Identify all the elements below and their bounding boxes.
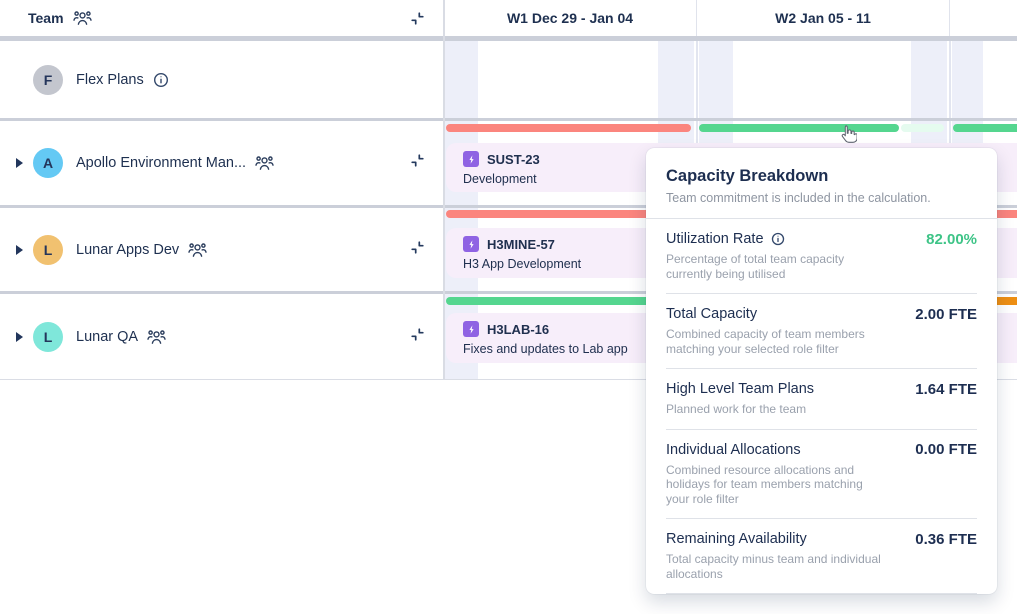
header-divider [0, 36, 1017, 41]
row-divider [0, 205, 1017, 208]
expand-chevron-icon[interactable] [16, 331, 23, 342]
epic-icon [463, 321, 479, 337]
epic-icon [463, 151, 479, 167]
people-group-icon [255, 155, 274, 171]
popup-row-label: High Level Team Plans [666, 381, 815, 397]
info-icon[interactable] [771, 232, 785, 246]
popup-title: Capacity Breakdown [666, 167, 829, 185]
timeline-header: W1 Dec 29 - Jan 04 W2 Jan 05 - 11 [443, 0, 1017, 36]
team-name: Lunar Apps Dev [76, 241, 180, 258]
popup-row-description: Total capacity minus team and individual… [666, 552, 881, 581]
row-divider [0, 291, 1017, 294]
team-row-lunar-apps-dev[interactable]: L Lunar Apps Dev [0, 208, 443, 291]
popup-row-label: Remaining Availability [666, 531, 807, 547]
collapse-row-icon[interactable] [409, 326, 426, 348]
issue-summary: Development [463, 172, 537, 186]
people-group-icon [72, 10, 92, 26]
popup-row-label: Total Capacity [666, 306, 758, 322]
team-row-lunar-qa[interactable]: L Lunar QA [0, 294, 443, 379]
popup-header: Capacity Breakdown Team commitment is in… [646, 148, 997, 219]
people-group-icon [188, 242, 207, 258]
popup-row-description: Percentage of total team capacity curren… [666, 252, 845, 281]
popup-row-individual-allocations: Individual Allocations 0.00 FTE Combined… [666, 430, 977, 519]
issue-summary: H3 App Development [463, 257, 582, 271]
capacity-bar-apollo-w3[interactable] [953, 124, 1017, 132]
expand-chevron-icon[interactable] [16, 158, 23, 168]
row-divider [0, 379, 1017, 380]
popup-row-value: 2.00 FTE [915, 305, 977, 323]
issue-summary: Fixes and updates to Lab app [463, 342, 628, 356]
avatar: A [33, 148, 63, 178]
week-header-w3[interactable] [949, 0, 1017, 36]
expand-chevron-icon[interactable] [16, 244, 23, 255]
popup-row-remaining-availability: Remaining Availability 0.36 FTE Total ca… [666, 519, 977, 594]
week-header-w1[interactable]: W1 Dec 29 - Jan 04 [443, 0, 696, 36]
week-header-w2[interactable]: W2 Jan 05 - 11 [696, 0, 949, 36]
collapse-row-icon[interactable] [409, 239, 426, 261]
capacity-bar-lunar-apps-w1-over[interactable] [446, 210, 691, 218]
popup-row-utilization-rate: Utilization Rate 82.00% Percentage of to… [666, 219, 977, 294]
team-row-apollo[interactable]: A Apollo Environment Man... [0, 121, 443, 205]
popup-row-description: Planned work for the team [666, 402, 807, 416]
info-icon[interactable] [153, 72, 169, 88]
capacity-bar-lunar-qa-w1[interactable] [446, 297, 691, 305]
popup-row-value: 0.00 FTE [915, 441, 977, 458]
people-group-icon [147, 329, 166, 345]
popup-row-label: Utilization Rate [666, 231, 764, 247]
team-row-flex-plans[interactable]: F Flex Plans [0, 41, 443, 118]
popup-row-total-capacity: Total Capacity 2.00 FTE Combined capacit… [666, 294, 977, 369]
capacity-bar-apollo-w2-used[interactable] [699, 124, 899, 132]
issue-key: H3LAB-16 [487, 321, 550, 337]
popup-row-high-level-team-plans: High Level Team Plans 1.64 FTE Planned w… [666, 369, 977, 430]
issue-key: H3MINE-57 [487, 236, 555, 252]
avatar: F [33, 64, 63, 95]
popup-row-value: 1.64 FTE [915, 380, 977, 398]
capacity-bar-apollo-w2-free[interactable] [901, 124, 944, 132]
avatar: L [33, 321, 63, 352]
team-column-title: Team [28, 10, 64, 26]
capacity-bar-apollo-w1-over[interactable] [446, 124, 691, 132]
popup-row-value: 0.36 FTE [915, 530, 977, 548]
team-column-header: Team [0, 0, 443, 36]
popup-row-description: Combined capacity of team members matchi… [666, 327, 865, 356]
hand-cursor [840, 124, 858, 149]
collapse-panel-icon[interactable] [409, 10, 426, 32]
popup-row-description: Combined resource allocations and holida… [666, 462, 863, 506]
panel-timeline-border [443, 0, 445, 379]
popup-row-value: 82.00% [926, 230, 977, 248]
issue-key: SUST-23 [487, 151, 540, 167]
team-name: Apollo Environment Man... [76, 155, 247, 171]
team-name: Lunar QA [76, 328, 139, 345]
row-divider [0, 118, 1017, 121]
popup-row-label: Individual Allocations [666, 441, 801, 458]
avatar: L [33, 234, 63, 265]
collapse-row-icon[interactable] [409, 152, 426, 174]
epic-icon [463, 236, 479, 252]
team-name: Flex Plans [76, 71, 144, 88]
popup-subtitle: Team commitment is included in the calcu… [666, 191, 931, 205]
capacity-breakdown-popup: Capacity Breakdown Team commitment is in… [646, 148, 997, 594]
